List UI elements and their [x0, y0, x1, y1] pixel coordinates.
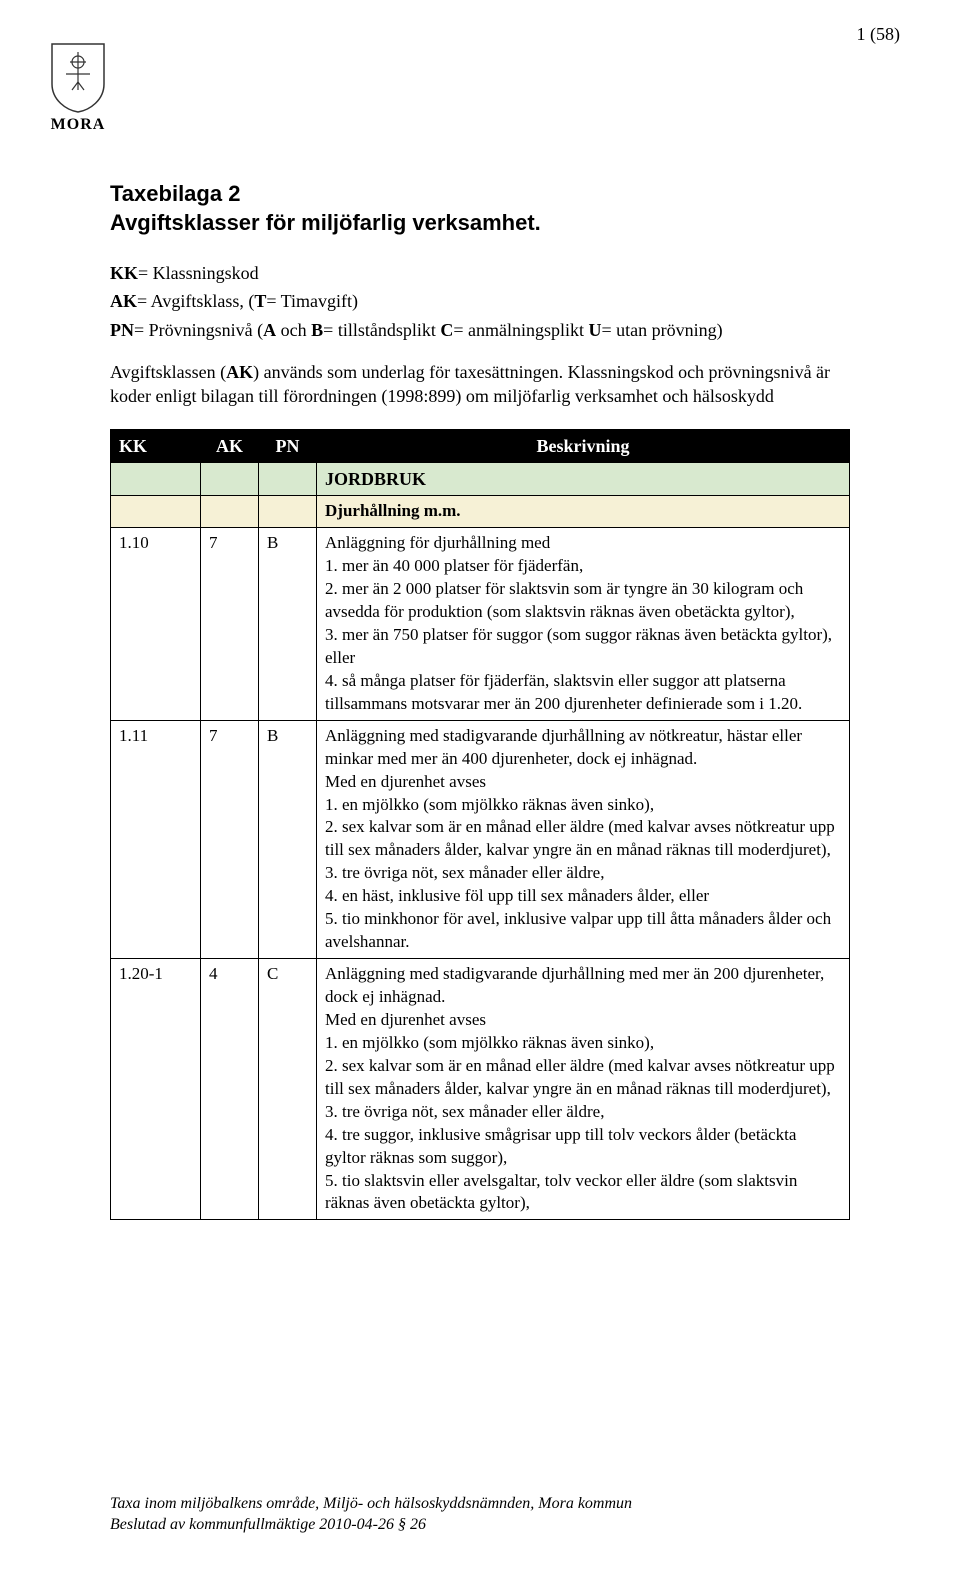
col-ak: AK	[201, 429, 259, 462]
cell-kk: 1.20-1	[111, 959, 201, 1220]
cell-desc: Anläggning med stadigvarande djurhållnin…	[317, 959, 850, 1220]
col-kk: KK	[111, 429, 201, 462]
table-row: 1.11 7 B Anläggning med stadigvarande dj…	[111, 720, 850, 958]
table-row: 1.20-1 4 C Anläggning med stadigvarande …	[111, 959, 850, 1220]
section-row: JORDBRUK	[111, 462, 850, 495]
logo-label: MORA	[42, 116, 114, 134]
cell-empty	[111, 496, 201, 528]
cell-ak: 7	[201, 720, 259, 958]
subsection-title: Djurhållning m.m.	[317, 496, 850, 528]
definitions-block: KK= Klassningskod AK= Avgiftsklass, (T= …	[110, 261, 850, 408]
def-kk: KK= Klassningskod	[110, 261, 850, 285]
def-pn: PN= Prövningsnivå (A och B= tillståndspl…	[110, 318, 850, 342]
cell-kk: 1.10	[111, 528, 201, 721]
table-row: 1.10 7 B Anläggning för djurhållning med…	[111, 528, 850, 721]
classification-table: KK AK PN Beskrivning JORDBRUK Djurhållni…	[110, 429, 850, 1221]
def-note: Avgiftsklassen (AK) används som underlag…	[110, 360, 850, 409]
cell-pn: B	[259, 720, 317, 958]
table-header-row: KK AK PN Beskrivning	[111, 429, 850, 462]
cell-pn: C	[259, 959, 317, 1220]
col-pn: PN	[259, 429, 317, 462]
page-number: 1 (58)	[857, 24, 901, 45]
def-ak: AK= Avgiftsklass, (T= Timavgift)	[110, 289, 850, 313]
cell-empty	[259, 496, 317, 528]
cell-kk: 1.11	[111, 720, 201, 958]
cell-empty	[201, 462, 259, 495]
document-title: Taxebilaga 2 Avgiftsklasser för miljöfar…	[110, 180, 850, 237]
municipality-logo: MORA	[42, 40, 114, 134]
cell-desc: Anläggning med stadigvarande djurhållnin…	[317, 720, 850, 958]
footer: Taxa inom miljöbalkens område, Miljö- oc…	[110, 1494, 632, 1536]
cell-ak: 4	[201, 959, 259, 1220]
cell-ak: 7	[201, 528, 259, 721]
cell-pn: B	[259, 528, 317, 721]
document-body: Taxebilaga 2 Avgiftsklasser för miljöfar…	[110, 180, 850, 1220]
cell-empty	[111, 462, 201, 495]
cell-desc: Anläggning för djurhållning med1. mer än…	[317, 528, 850, 721]
cell-empty	[201, 496, 259, 528]
cell-empty	[259, 462, 317, 495]
col-desc: Beskrivning	[317, 429, 850, 462]
subsection-row: Djurhållning m.m.	[111, 496, 850, 528]
title-line-1: Taxebilaga 2	[110, 181, 240, 206]
footer-line-1: Taxa inom miljöbalkens område, Miljö- oc…	[110, 1494, 632, 1515]
title-line-2: Avgiftsklasser för miljöfarlig verksamhe…	[110, 210, 541, 235]
footer-line-2: Beslutad av kommunfullmäktige 2010-04-26…	[110, 1515, 632, 1536]
shield-icon	[48, 40, 108, 114]
section-title: JORDBRUK	[317, 462, 850, 495]
